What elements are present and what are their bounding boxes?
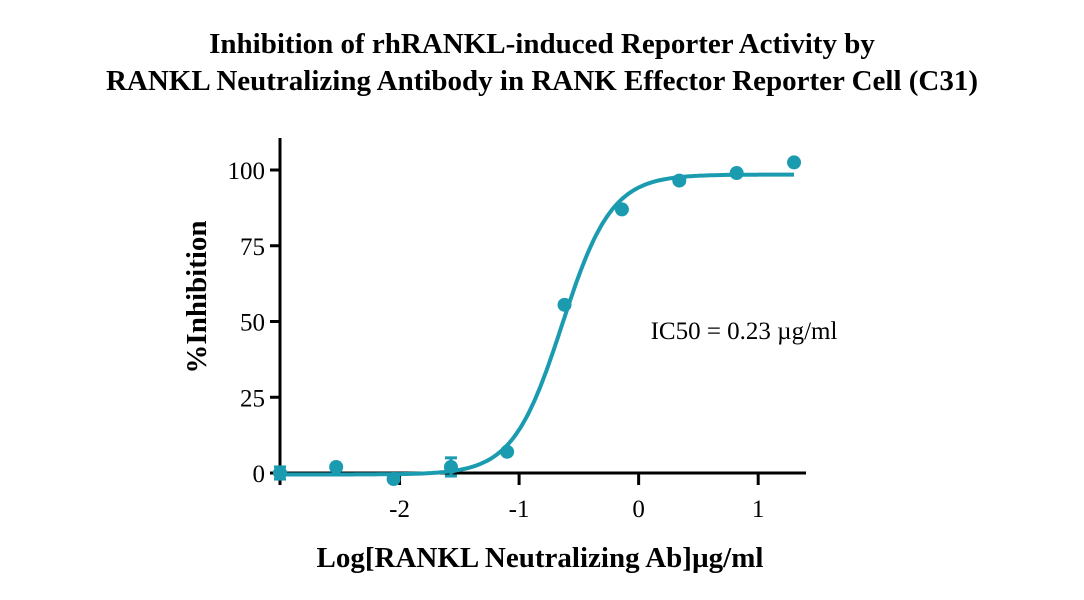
chart-title: Inhibition of rhRANKL-induced Reporter A… [0,26,1084,100]
x-axis-label: Log[RANKL Neutralizing Ab]µg/ml [317,542,764,574]
y-tick-label: 0 [253,461,266,488]
y-tick-label: 50 [240,310,265,337]
data-points-layer [273,155,802,487]
chart-title-line-1: Inhibition of rhRANKL-induced Reporter A… [209,28,875,60]
data-point [557,297,572,312]
x-tick-label: -2 [389,496,410,523]
x-tick-label: -1 [509,496,530,523]
data-point [329,459,344,474]
data-point [443,459,458,474]
axes: 0 25 50 75 100 -2 -1 0 1 [228,138,806,523]
chart-title-line-2: RANKL Neutralizing Antibody in RANK Effe… [105,65,979,97]
data-point [386,472,401,487]
ic50-annotation: IC50 = 0.23 µg/ml [651,318,838,345]
fit-curve [280,172,794,477]
fit-curve-layer [280,172,794,477]
y-axis-label: %Inhibition [181,220,213,373]
y-tick-label: 25 [240,385,265,412]
data-point [672,173,687,188]
data-point [729,166,744,181]
x-tick-label: 1 [752,496,765,523]
data-point [787,155,802,170]
y-tick-label: 75 [240,234,265,261]
data-point [273,466,287,480]
y-tick-label: 100 [228,158,266,185]
data-point [500,444,515,459]
data-point [614,202,629,217]
x-tick-label: 0 [632,496,645,523]
